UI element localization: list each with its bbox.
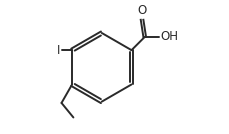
Text: O: O (137, 4, 146, 17)
Text: I: I (56, 44, 60, 57)
Text: OH: OH (159, 30, 177, 43)
